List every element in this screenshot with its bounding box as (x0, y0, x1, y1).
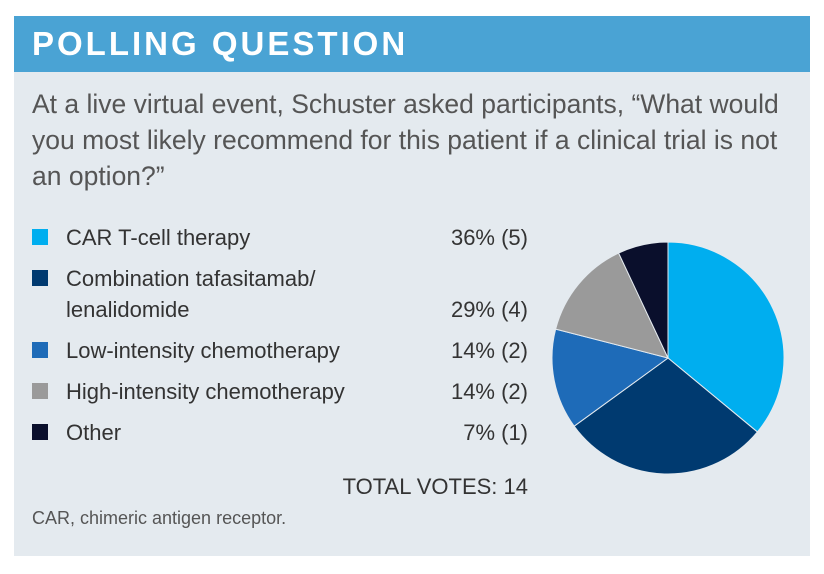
legend-row: Combination tafasitamab/ lenalidomide 29%… (32, 263, 528, 325)
legend: CAR T-cell therapy 36% (5) Combination taf… (32, 222, 528, 499)
legend-label: High-intensity chemotherapy (66, 379, 345, 404)
legend-value: 36% (5) (450, 225, 528, 250)
panel: POLLING QUESTION At a live virtual event… (14, 16, 810, 556)
legend-row: High-intensity chemotherapy 14% (2) (32, 376, 528, 407)
pie-slice (617, 241, 669, 359)
legend-swatch (32, 383, 48, 399)
legend-label: CAR T-cell therapy (66, 225, 251, 250)
legend-value: 14% (2) (450, 338, 528, 363)
legend-row: Low-intensity chemotherapy 14% (2) (32, 335, 528, 366)
total-votes: TOTAL VOTES: 14 (342, 474, 528, 499)
legend-value: 14% (2) (450, 379, 528, 404)
question: At a live virtual event, Schuster asked … (32, 89, 779, 191)
pie-slice (551, 328, 670, 427)
header: POLLING QUESTION (14, 16, 810, 72)
legend-row: Other 7% (1) (32, 417, 528, 448)
pie-slice (555, 252, 669, 359)
legend-label: Other (66, 420, 122, 445)
pie-slice (573, 357, 759, 475)
legend-value: 7% (1) (463, 420, 528, 445)
legend-swatch (32, 229, 48, 245)
pie-chart (551, 241, 785, 475)
legend-swatch (32, 424, 48, 440)
legend-value: 29% (4) (450, 297, 528, 322)
legend-swatch (32, 270, 48, 286)
title: POLLING QUESTION (32, 25, 409, 62)
legend-row: CAR T-cell therapy 36% (5) (32, 222, 528, 253)
legend-swatch (32, 342, 48, 358)
pie-slice (667, 241, 785, 433)
legend-label: Low-intensity chemotherapy (66, 338, 340, 363)
footnote: CAR, chimeric antigen receptor. (32, 508, 287, 528)
legend-label: Combination tafasitamab/ lenalidomide (66, 266, 316, 322)
